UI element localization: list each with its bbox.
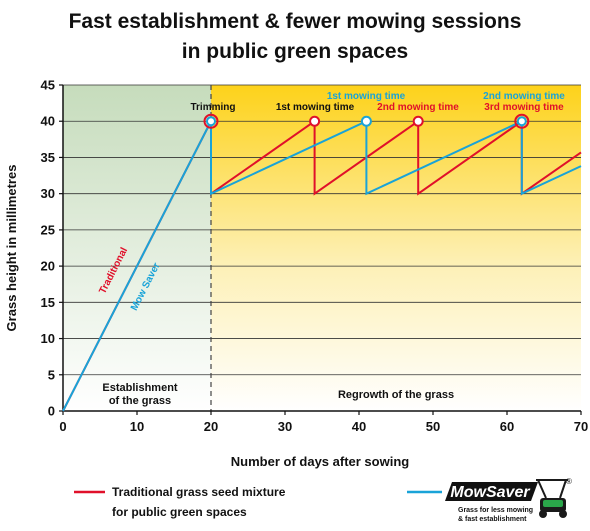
gridlines xyxy=(63,84,581,376)
marker-2 xyxy=(360,115,372,127)
y-tick-label-30: 30 xyxy=(41,186,55,201)
y-tick-label-15: 15 xyxy=(41,295,55,310)
mowing-markers xyxy=(203,113,530,129)
annotation-trimming: Trimming xyxy=(190,102,235,113)
marker-inner-0 xyxy=(206,116,216,127)
legend-label-traditional-2: for public green spaces xyxy=(112,505,247,519)
x-tick-label-0: 0 xyxy=(59,419,66,434)
annotation-blue-1: 1st mowing time xyxy=(327,91,406,102)
x-tick-label-50: 50 xyxy=(426,419,440,434)
x-tick-label-60: 60 xyxy=(500,419,514,434)
x-tick-label-40: 40 xyxy=(352,419,366,434)
y-tick-label-40: 40 xyxy=(41,114,55,129)
annotation-blue-2: 2nd mowing time xyxy=(483,91,565,102)
y-tick-label-35: 35 xyxy=(41,150,55,165)
x-tick-label-10: 10 xyxy=(130,419,144,434)
marker-outer-0 xyxy=(203,113,219,129)
logo-banner xyxy=(445,482,538,501)
mowsaver-logo: MowSaver ® Grass for less mowing & fast … xyxy=(445,477,572,523)
y-tick-label-45: 45 xyxy=(41,78,55,93)
marker-3 xyxy=(412,115,424,127)
x-tick-label-70: 70 xyxy=(574,419,588,434)
x-tick-label-20: 20 xyxy=(204,419,218,434)
y-tick-label-20: 20 xyxy=(41,259,55,274)
y-tick-label-5: 5 xyxy=(48,367,55,382)
marker-inner-4 xyxy=(516,116,527,127)
zone-label-establishment-2: of the grass xyxy=(109,395,171,407)
establishment-zone xyxy=(63,85,211,411)
legend-label-traditional-1: Traditional grass seed mixture xyxy=(112,485,286,499)
regrowth-zone xyxy=(211,85,581,411)
zone-label-regrowth: Regrowth of the grass xyxy=(338,389,454,401)
x-tick-label-30: 30 xyxy=(278,419,292,434)
logo-name: MowSaver xyxy=(450,484,530,501)
logo-tagline-1: Grass for less mowing xyxy=(458,507,533,514)
zone-label-establishment-1: Establishment xyxy=(102,382,178,394)
y-tick-label-0: 0 xyxy=(48,404,55,419)
y-tick-label-25: 25 xyxy=(41,222,55,237)
y-axis-label: Grass height in millimetres xyxy=(4,165,19,332)
series-line-mowsaver xyxy=(62,119,582,412)
logo-tagline-2: & fast establishment xyxy=(458,516,527,523)
x-axis-label: Number of days after sowing xyxy=(231,454,409,469)
lawn-mower-icon xyxy=(536,479,568,518)
marker-outer-4 xyxy=(514,113,530,129)
y-tick-label-10: 10 xyxy=(41,331,55,346)
annotation-red-2: 2nd mowing time xyxy=(377,102,459,113)
logo-registered: ® xyxy=(566,477,572,486)
marker-1 xyxy=(309,115,321,127)
x-tick-labels: 0 10 20 30 40 50 60 70 xyxy=(59,411,588,434)
y-tick-labels: 0 5 10 15 20 25 30 35 40 45 xyxy=(41,78,63,419)
annotation-red-3: 3rd mowing time xyxy=(484,102,564,113)
chart-title-line2: in public green spaces xyxy=(182,40,408,63)
chart-title-line1: Fast establishment & fewer mowing sessio… xyxy=(69,10,522,33)
axes xyxy=(62,85,581,412)
annotation-red-1: 1st mowing time xyxy=(276,102,355,113)
